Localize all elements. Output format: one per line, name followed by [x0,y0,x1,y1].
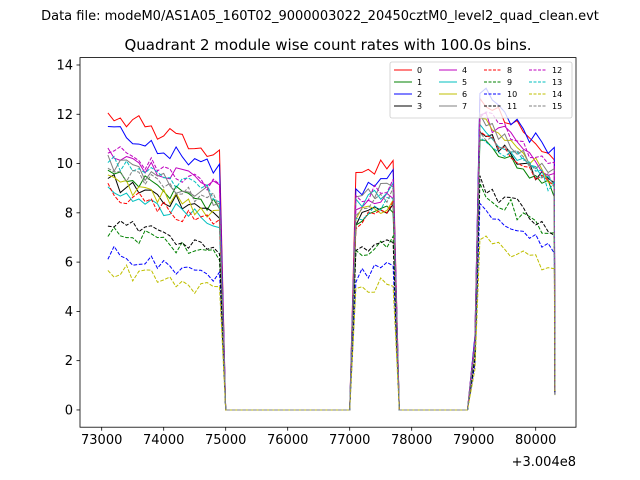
series-line-module-8 [107,130,556,411]
y-tick-label: 10 [56,157,73,172]
y-tick-label: 6 [65,256,73,271]
series-line-module-0 [107,97,556,411]
x-tick-label: 75000 [205,433,246,448]
y-tick-label: 12 [56,108,73,123]
legend-label-module-11: 11 [507,102,517,111]
x-tick-label: 76000 [267,433,308,448]
series-line-module-7 [107,112,556,411]
x-tick-label: 79000 [453,433,494,448]
series-line-module-6 [107,117,556,411]
legend-label-module-2: 2 [417,90,422,99]
x-axis-offset-label: +3.004e8 [512,455,576,470]
legend-label-module-14: 14 [552,90,562,99]
x-tick-label: 73000 [81,433,122,448]
y-tick-label: 4 [65,305,73,320]
y-tick-label: 8 [65,206,73,221]
series-line-module-1 [107,139,556,411]
chart-title: Quadrant 2 module wise count rates with … [124,36,531,54]
y-axis: 0 2 4 6 8 10 12 14 [56,58,80,418]
legend-label-module-10: 10 [507,90,517,99]
series-line-module-15 [107,130,556,411]
x-tick-label: 80000 [515,433,556,448]
x-tick-label: 74000 [143,433,184,448]
series-line-module-13 [107,136,556,411]
legend-label-module-5: 5 [462,78,467,87]
y-tick-label: 2 [65,354,73,369]
figure-suptitle: Data file: modeM0/AS1A05_160T02_90000030… [41,9,599,24]
series-line-module-5 [107,122,556,411]
x-tick-label: 78000 [391,433,432,448]
legend-label-module-12: 12 [552,66,562,75]
legend-label-module-6: 6 [462,90,467,99]
legend-label-module-3: 3 [417,102,422,111]
series-layer [107,87,556,411]
x-tick-label: 77000 [329,433,370,448]
legend-box [389,61,573,119]
x-axis: 73000 74000 75000 76000 77000 78000 79000 80000 [81,427,556,448]
legend-label-module-7: 7 [462,102,467,111]
y-tick-label: 0 [65,403,73,418]
series-line-module-9 [107,183,556,411]
legend-label-module-1: 1 [417,78,422,87]
series-line-module-11 [107,175,556,411]
y-tick-label: 14 [56,58,73,73]
series-line-module-14 [107,235,556,411]
series-line-module-3 [107,131,556,411]
legend-label-module-8: 8 [507,66,512,75]
plot-frame [79,57,577,428]
series-line-module-12 [107,111,556,411]
legend-label-module-15: 15 [552,102,562,111]
legend-label-module-9: 9 [507,78,512,87]
legend-label-module-0: 0 [417,66,422,75]
series-line-module-10 [107,202,556,411]
series-line-module-4 [107,112,556,411]
legend-label-module-4: 4 [462,66,467,75]
legend-label-module-13: 13 [552,78,562,87]
